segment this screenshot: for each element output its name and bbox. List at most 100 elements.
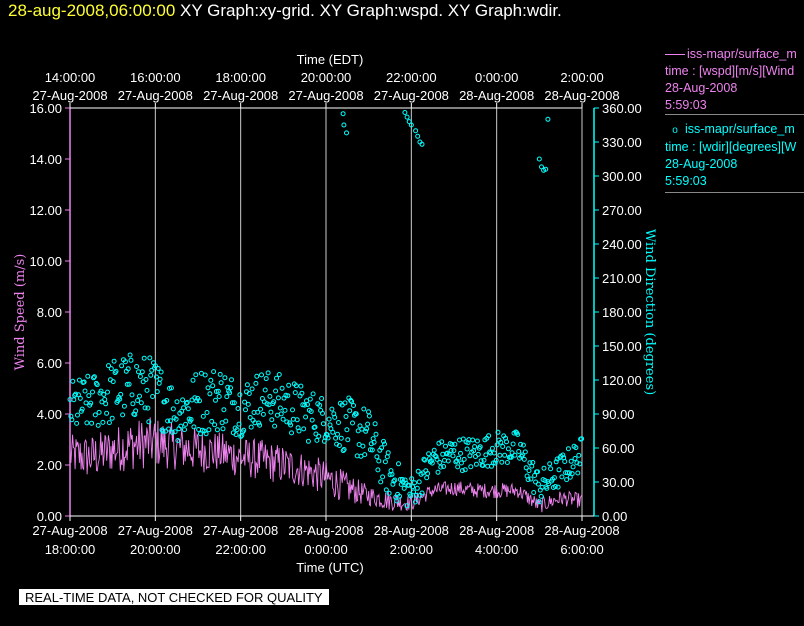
wind-direction-point [231,400,237,406]
wind-direction-point [220,426,226,432]
wind-direction-point [74,420,80,426]
wind-direction-point [411,489,417,495]
wind-direction-point [128,357,134,363]
wind-direction-point [126,381,132,387]
wind-direction-point [109,415,115,421]
top-tick-time: 22:00:00 [386,70,437,85]
wind-direction-point [190,377,196,383]
wind-direction-point [416,479,422,485]
wind-direction-point [144,387,150,393]
legend-wind-direction[interactable]: o iss-mapr/surface_m time : [wdir][degree… [665,121,804,193]
wind-direction-point [445,458,451,464]
wind-direction-point [218,380,224,386]
wind-direction-point [500,444,506,449]
wind-direction-point [492,460,498,466]
wind-direction-point [544,485,550,491]
wind-direction-point [556,467,562,473]
wind-direction-point [415,133,421,139]
wind-direction-point [504,460,510,465]
wind-direction-point [490,460,496,466]
wind-direction-point [494,442,500,448]
wind-direction-point [555,484,561,490]
wind-direction-point [505,446,511,452]
wind-direction-point [222,375,228,381]
wind-direction-point [158,369,164,375]
wind-direction-point [470,437,476,443]
header-graph-list: XY Graph:xy-grid. XY Graph:wspd. XY Grap… [180,1,562,20]
wind-direction-point [125,366,131,372]
wind-direction-point [559,474,565,480]
wind-direction-point [153,374,159,380]
wind-direction-point [101,392,107,397]
wind-direction-point [150,394,156,399]
wind-direction-point [181,405,187,411]
wind-speed-line [69,417,583,513]
wind-direction-point [483,452,489,458]
wind-direction-point [536,499,542,505]
wind-direction-point [390,481,396,487]
wind-direction-point [565,470,570,476]
wind-direction-point [412,480,417,486]
wind-direction-point [172,429,178,435]
wind-direction-point [308,409,314,414]
wind-direction-point [269,417,275,423]
wind-direction-point [170,406,176,412]
wind-direction-point [410,484,416,490]
wind-direction-point [78,408,84,414]
wind-direction-point [173,416,179,422]
wind-direction-point [515,432,521,437]
wind-direction-point [526,468,532,474]
wind-direction-point [316,433,322,439]
wind-direction-point [367,447,373,453]
wind-direction-point [255,409,261,415]
wind-direction-point [242,399,248,405]
wind-direction-point [475,451,481,457]
wind-direction-point [320,421,326,427]
wind-direction-point [244,382,250,388]
wind-direction-point [92,412,98,418]
wind-direction-point [228,385,233,391]
wind-direction-point [207,391,213,397]
wind-direction-point [293,383,299,389]
top-tick-date: 27-Aug-2008 [32,88,107,103]
top-tick-time: 20:00:00 [301,70,352,85]
wind-direction-point [259,372,264,378]
wind-direction-point [363,428,369,434]
wind-direction-point [473,461,479,467]
wind-direction-point [406,119,412,125]
wind-direction-point [461,456,467,462]
top-tick-time: 18:00:00 [215,70,266,85]
wind-direction-point [421,456,427,462]
wind-direction-point [214,427,220,433]
wind-direction-point [277,405,283,411]
wind-direction-point [448,448,454,453]
right-tick-label: 270.00 [602,203,642,218]
wind-direction-point [364,426,370,432]
legend-wind-speed[interactable]: iss-mapr/surface_m time : [wspd][m/s][Wi… [665,46,804,115]
wind-direction-point [86,393,92,399]
wind-direction-point [175,438,181,443]
wind-direction-point [241,427,247,433]
wind-direction-point [84,420,90,426]
wind-direction-point [375,467,381,473]
bottom-tick-time: 6:00:00 [560,542,603,557]
wind-direction-point [554,456,560,462]
wind-direction-point [296,428,302,434]
wind-direction-point [510,441,516,447]
bottom-tick-time: 20:00:00 [130,542,181,557]
wind-direction-point [137,393,142,399]
wind-direction-point [366,409,371,415]
wind-direction-point [458,450,463,456]
wind-direction-point [369,447,375,453]
wind-direction-point [508,454,514,460]
wind-direction-point [234,427,240,433]
wind-direction-point [541,465,547,471]
top-tick-date: 27-Aug-2008 [374,88,449,103]
wind-direction-point [429,460,435,466]
bottom-tick-date: 27-Aug-2008 [32,523,107,538]
wind-direction-point [223,418,229,424]
wind-direction-point [535,481,541,487]
wind-direction-point [146,419,152,425]
wind-direction-point [110,379,116,385]
